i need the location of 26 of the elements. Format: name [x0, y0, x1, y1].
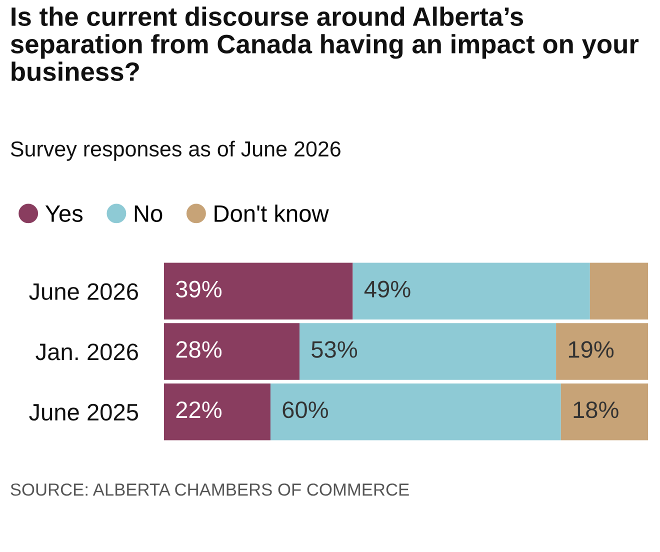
bar: [560, 383, 648, 440]
bar: [164, 383, 270, 440]
data-label: 49%: [364, 280, 410, 298]
y-tick-label: June 2026: [29, 283, 138, 300]
bar: [164, 262, 353, 320]
bar: [270, 383, 561, 440]
data-label: 18%: [574, 401, 618, 418]
data-label: 53%: [312, 341, 358, 358]
data-label: 22%: [176, 401, 222, 418]
y-tick-label: June 2025: [29, 404, 138, 421]
bar: [164, 323, 300, 380]
bar: [590, 262, 648, 320]
chart-title: Is the current discourse around Alberta’s separation from Canada having an impact on your business?: [10, 6, 639, 82]
bar: [300, 323, 556, 380]
data-label: 19%: [568, 341, 614, 358]
bar: [556, 323, 648, 380]
source-note: SOURCE: ALBERTA CHAMBERS OF COMMERCE: [10, 483, 409, 496]
legend-label: Don't know: [214, 204, 329, 222]
data-label: 60%: [282, 401, 328, 418]
chart-subtitle: Survey responses as of June 2026: [10, 140, 340, 161]
y-tick-label: Jan. 2026: [36, 344, 138, 360]
legend-label: Yes: [45, 205, 83, 222]
data-label: 39%: [176, 280, 222, 298]
bar: [352, 262, 590, 320]
data-label: 28%: [176, 341, 222, 358]
legend-label: No: [134, 205, 162, 222]
